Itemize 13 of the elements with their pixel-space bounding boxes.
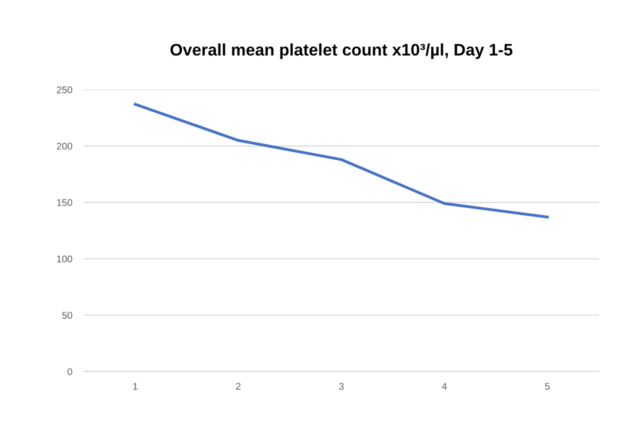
y-tick-label: 200 bbox=[56, 142, 72, 150]
y-tick-label: 100 bbox=[57, 255, 72, 262]
x-tick-label: 1 bbox=[133, 382, 138, 390]
x-tick-label: 3 bbox=[338, 382, 344, 390]
x-tick-label: 4 bbox=[442, 382, 447, 390]
x-tick-label: 5 bbox=[545, 382, 550, 390]
chart-title: Overall mean platelet count x10³/µl, Day 1-5 bbox=[170, 43, 512, 59]
y-tick-label: 150 bbox=[57, 199, 72, 206]
line-series bbox=[134, 102, 549, 218]
y-tick-label: 250 bbox=[56, 86, 72, 94]
y-tick-label: 50 bbox=[62, 312, 72, 319]
y-tick-label: 0 bbox=[68, 368, 72, 376]
x-tick-label: 2 bbox=[236, 382, 240, 390]
